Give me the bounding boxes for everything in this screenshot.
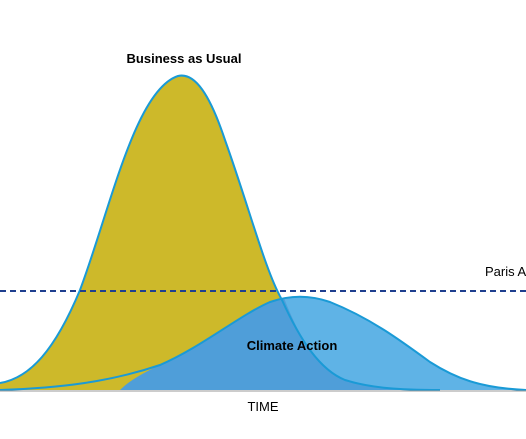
business-as-usual-area: [0, 75, 440, 391]
overlap-area: [120, 298, 440, 390]
business-as-usual-curve: [0, 74, 441, 391]
climate-action-curve: [0, 295, 526, 391]
x-axis-label: TIME: [247, 399, 278, 414]
business-as-usual-label: Business as Usual: [127, 51, 242, 66]
paris-line-label: Paris A: [485, 264, 526, 279]
climate-action-label: Climate Action: [247, 338, 338, 353]
